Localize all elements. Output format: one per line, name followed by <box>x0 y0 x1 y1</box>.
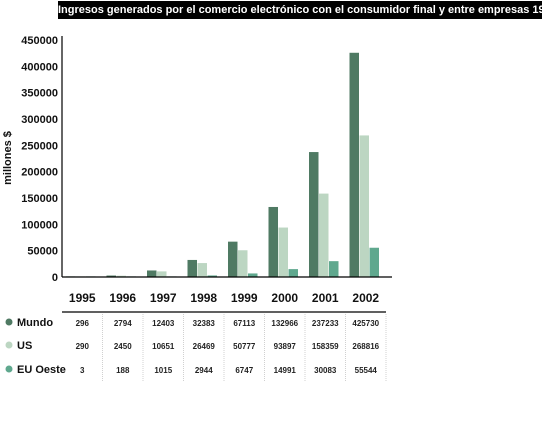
bar-mundo <box>309 152 319 277</box>
x-tick-label: 1995 <box>69 291 96 305</box>
table-cell: 10651 <box>152 342 175 351</box>
y-tick-label: 250000 <box>21 140 58 152</box>
legend-label: EU Oeste <box>17 364 66 376</box>
bar-us <box>197 263 207 277</box>
table-cell: 32383 <box>193 319 216 328</box>
y-tick-label: 50000 <box>27 246 58 258</box>
table-cell: 296 <box>76 319 90 328</box>
bar-us <box>116 275 126 277</box>
bars <box>66 52 379 278</box>
table-cell: 93897 <box>274 342 297 351</box>
table-cell: 67113 <box>233 319 255 328</box>
bar-us <box>319 193 329 277</box>
bar-eu-oeste <box>329 261 339 277</box>
bar-mundo <box>147 270 157 277</box>
legend-label: US <box>17 340 32 352</box>
table-cell: 290 <box>76 342 90 351</box>
table-cell: 132966 <box>271 319 298 328</box>
bar-mundo <box>228 241 238 277</box>
x-tick-label: 2002 <box>352 291 379 305</box>
bar-eu-oeste <box>207 275 217 277</box>
y-tick-label: 300000 <box>21 114 58 126</box>
legend-marker-us <box>5 341 13 349</box>
table-cell: 158359 <box>312 342 339 351</box>
legend-label: Mundo <box>17 317 53 329</box>
y-tick-label: 400000 <box>21 61 58 73</box>
bar-mundo <box>268 206 278 277</box>
bar-eu-oeste <box>369 247 379 277</box>
y-tick-label: 200000 <box>21 167 58 179</box>
table-cell: 188 <box>116 366 130 375</box>
x-tick-label: 1997 <box>150 291 177 305</box>
table-cell: 6747 <box>235 366 253 375</box>
table-cell: 14991 <box>274 366 297 375</box>
table-cell: 268816 <box>352 342 379 351</box>
table-cell: 237233 <box>312 319 339 328</box>
table-cell: 55544 <box>355 366 378 375</box>
data-table: Mundo 296 2794 12403 32383 67113 132966 237233 4… <box>5 311 387 382</box>
bar-us <box>157 271 167 277</box>
y-axis-title: millones $ <box>2 131 14 185</box>
y-tick-label: 450000 <box>21 35 58 47</box>
x-tick-label: 1999 <box>231 291 258 305</box>
y-tick-label: 0 <box>52 272 58 284</box>
bar-us <box>359 135 369 277</box>
bar-mundo <box>106 275 116 277</box>
bar-mundo <box>349 52 359 278</box>
table-cell: 12403 <box>152 319 175 328</box>
x-tick-label: 2000 <box>271 291 298 305</box>
y-tick-label: 350000 <box>21 88 58 100</box>
table-cell: 2450 <box>114 342 132 351</box>
bar-us <box>238 250 248 277</box>
table-cell: 3 <box>80 366 85 375</box>
table-cell: 2794 <box>114 319 132 328</box>
bar-mundo <box>187 259 197 277</box>
bar-eu-oeste <box>248 273 258 277</box>
y-tick-label: 100000 <box>21 219 58 231</box>
x-tick-label: 1996 <box>109 291 136 305</box>
bar-us <box>278 227 288 277</box>
table-cell: 1015 <box>154 366 172 375</box>
y-axis-label: millones $ <box>2 131 14 185</box>
table-cell: 2944 <box>195 366 213 375</box>
chart-title: Ingresos generados por el comercio elect… <box>58 1 542 19</box>
x-axis-categories: 1995 1996 1997 1998 1999 2000 2001 2002 <box>69 291 380 305</box>
x-tick-label: 1998 <box>190 291 217 305</box>
bar-eu-oeste <box>288 269 298 277</box>
legend-marker-mundo <box>5 318 13 326</box>
table-cell: 425730 <box>352 319 379 328</box>
table-cell: 50777 <box>233 342 256 351</box>
y-tick-label: 150000 <box>21 193 58 205</box>
x-tick-label: 2001 <box>312 291 339 305</box>
y-axis-ticks: 0 50000 100000 150000 200000 250000 300000 3500… <box>21 35 58 284</box>
table-cell: 26469 <box>193 342 216 351</box>
table-cell: 30083 <box>314 366 337 375</box>
legend-marker-eu-oeste <box>5 365 13 373</box>
